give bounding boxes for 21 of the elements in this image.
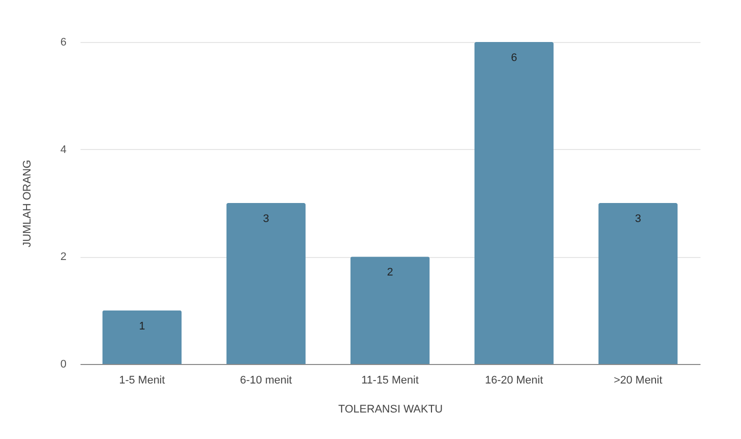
bar bbox=[598, 203, 678, 364]
x-tick-label: 1-5 Menit bbox=[119, 374, 165, 386]
bar bbox=[350, 256, 430, 364]
data-label: 3 bbox=[634, 213, 642, 225]
data-label: 2 bbox=[386, 266, 394, 279]
y-tick-label: 6 bbox=[60, 36, 66, 48]
bar bbox=[102, 310, 182, 364]
data-label: 6 bbox=[510, 52, 518, 64]
x-tick-label: >20 Menit bbox=[614, 374, 662, 386]
x-tick-label: 16-20 Menit bbox=[484, 374, 544, 386]
data-label: 3 bbox=[262, 213, 270, 225]
y-tick-label: 0 bbox=[60, 358, 66, 370]
x-tick-label: 11-15 Menit bbox=[361, 374, 419, 386]
y-tick-label: 4 bbox=[60, 144, 66, 156]
y-axis-title: JUMLAH ORANG bbox=[21, 160, 34, 248]
x-tick-label: 6-10 menit bbox=[240, 374, 292, 386]
x-axis-title: TOLERANSI WAKTU bbox=[338, 404, 443, 416]
data-label: 1 bbox=[138, 320, 146, 332]
bar bbox=[474, 42, 554, 364]
y-tick-label: 2 bbox=[60, 251, 66, 264]
bar bbox=[226, 203, 306, 364]
